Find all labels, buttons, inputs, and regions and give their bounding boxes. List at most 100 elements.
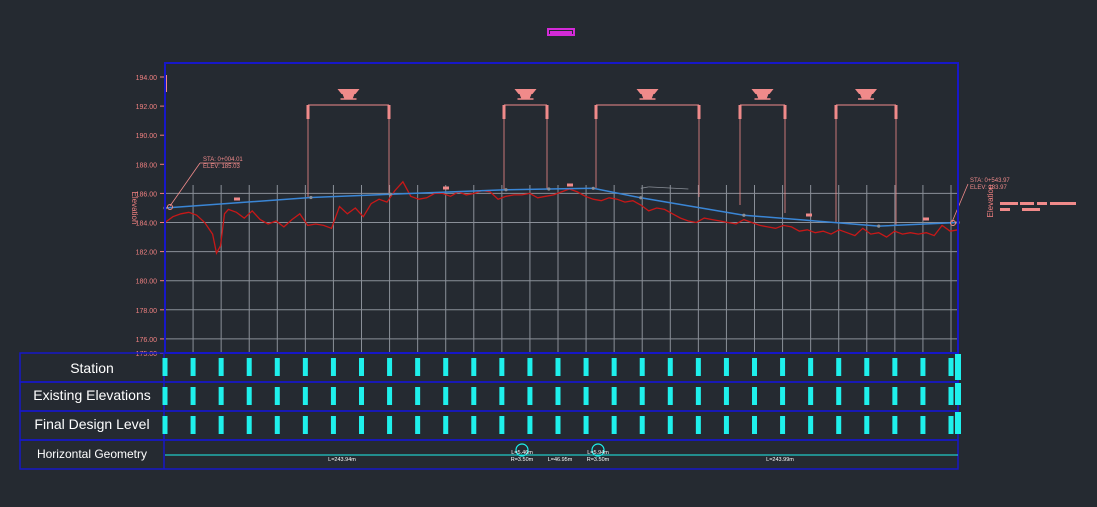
band-tick bbox=[302, 387, 308, 405]
segment-length-label: L=46.95m bbox=[548, 457, 573, 463]
band-tick bbox=[836, 358, 842, 376]
curve-marker bbox=[591, 443, 605, 457]
band-tick bbox=[667, 416, 673, 434]
band-tick bbox=[892, 387, 898, 405]
band-tick bbox=[443, 387, 449, 405]
y-tick-label: 186.00 bbox=[136, 191, 158, 198]
band-tick bbox=[471, 358, 477, 376]
y-tick-label: 175.00 bbox=[136, 351, 158, 358]
vertical-curve-bracket bbox=[834, 89, 898, 225]
band-tick bbox=[611, 387, 617, 405]
band-tick bbox=[499, 387, 505, 405]
profile-marker bbox=[234, 197, 240, 201]
band-end-tick bbox=[955, 412, 961, 434]
band-tick bbox=[471, 416, 477, 434]
band-tick bbox=[302, 416, 308, 434]
y-tick-label: 190.00 bbox=[136, 133, 158, 140]
band-tick bbox=[555, 358, 561, 376]
band-tick bbox=[864, 358, 870, 376]
vertical-curve-bracket bbox=[306, 89, 391, 198]
right-axis-label: Elevation bbox=[986, 185, 995, 218]
final-design-line bbox=[164, 187, 959, 227]
band-tick bbox=[499, 416, 505, 434]
y-tick-label: 192.00 bbox=[136, 104, 158, 111]
band-tick bbox=[723, 358, 729, 376]
band-tick bbox=[162, 416, 168, 434]
right-elev-label: ELEV: 183.97 bbox=[970, 185, 1007, 191]
band-tick bbox=[780, 387, 786, 405]
band-label-existing-elevations: Existing Elevations bbox=[33, 387, 151, 403]
band-tick bbox=[359, 416, 364, 434]
elevation-ticks: 194.00 192.00 190.00 188.00 186.00 184.00 182.… bbox=[136, 75, 165, 358]
band-tick bbox=[246, 387, 252, 405]
left-sta-label: STA: 0+004.01 bbox=[203, 157, 243, 163]
band-tick bbox=[667, 358, 673, 376]
y-tick-label: 180.00 bbox=[136, 279, 158, 286]
band-tick bbox=[920, 358, 926, 376]
band-tick bbox=[948, 358, 954, 376]
band-label-horizontal-geometry: Horizontal Geometry bbox=[36, 447, 148, 461]
left-leader bbox=[169, 162, 201, 207]
profile-series bbox=[163, 180, 960, 255]
profile-marker bbox=[923, 217, 929, 221]
band-tick bbox=[415, 387, 421, 405]
curve-symbol bbox=[337, 89, 360, 99]
band-tick bbox=[274, 387, 280, 405]
band-tick bbox=[639, 358, 645, 376]
band-tick bbox=[246, 358, 252, 376]
band-tick bbox=[723, 416, 729, 434]
existing-ground-line bbox=[164, 180, 959, 255]
band-tick bbox=[218, 416, 224, 434]
design-vertex bbox=[547, 187, 551, 191]
band-tick bbox=[415, 416, 421, 434]
curve-symbol bbox=[514, 89, 537, 99]
tangent-line bbox=[648, 186, 689, 190]
band-tick bbox=[415, 358, 421, 376]
right-end-marker bbox=[950, 220, 956, 226]
band-tick bbox=[359, 358, 364, 376]
vertical-curve-bracket bbox=[738, 89, 787, 213]
band-tick bbox=[330, 416, 336, 434]
segment-length-label: L=5.94m bbox=[587, 450, 609, 456]
profile-marker bbox=[443, 186, 449, 190]
band-tick bbox=[780, 416, 786, 434]
band-tick bbox=[836, 387, 842, 405]
profile-marker bbox=[567, 183, 573, 187]
band-tick bbox=[920, 416, 926, 434]
band-tick bbox=[808, 387, 814, 405]
band-ticks bbox=[162, 354, 961, 434]
curve-symbol bbox=[636, 89, 659, 99]
band-tick bbox=[555, 416, 561, 434]
curve-marker bbox=[515, 443, 529, 457]
segment-radius-label: R=3.50m bbox=[511, 457, 534, 463]
band-tick bbox=[527, 387, 533, 405]
band-tick bbox=[274, 358, 280, 376]
segment-length-label: L=5.46m bbox=[511, 450, 533, 456]
top-marker-fill bbox=[550, 31, 572, 34]
band-tick bbox=[611, 416, 617, 434]
curve-brackets bbox=[234, 89, 929, 225]
band-tick bbox=[752, 416, 757, 434]
band-tick bbox=[892, 358, 898, 376]
left-elev-label: ELEV: 185.03 bbox=[203, 164, 240, 170]
band-tick bbox=[246, 416, 252, 434]
band-tick bbox=[836, 416, 842, 434]
band-tick bbox=[920, 387, 926, 405]
band-tick bbox=[330, 387, 336, 405]
design-vertex bbox=[309, 195, 313, 200]
band-tick bbox=[499, 358, 505, 376]
band-tick bbox=[330, 358, 336, 376]
band-tick bbox=[723, 387, 729, 405]
right-sta-label: STA: 0+543.97 bbox=[970, 178, 1010, 184]
band-tick bbox=[752, 358, 757, 376]
left-axis-label: Elevation bbox=[130, 192, 139, 225]
y-tick-label: 182.00 bbox=[136, 250, 158, 257]
y-tick-label: 184.00 bbox=[136, 221, 158, 228]
band-tick bbox=[218, 358, 224, 376]
band-tick bbox=[780, 358, 786, 376]
right-legend-blocks bbox=[1000, 202, 1076, 211]
band-tick bbox=[583, 387, 589, 405]
band-label-final-design-level: Final Design Level bbox=[34, 416, 150, 432]
design-vertex bbox=[639, 196, 643, 200]
